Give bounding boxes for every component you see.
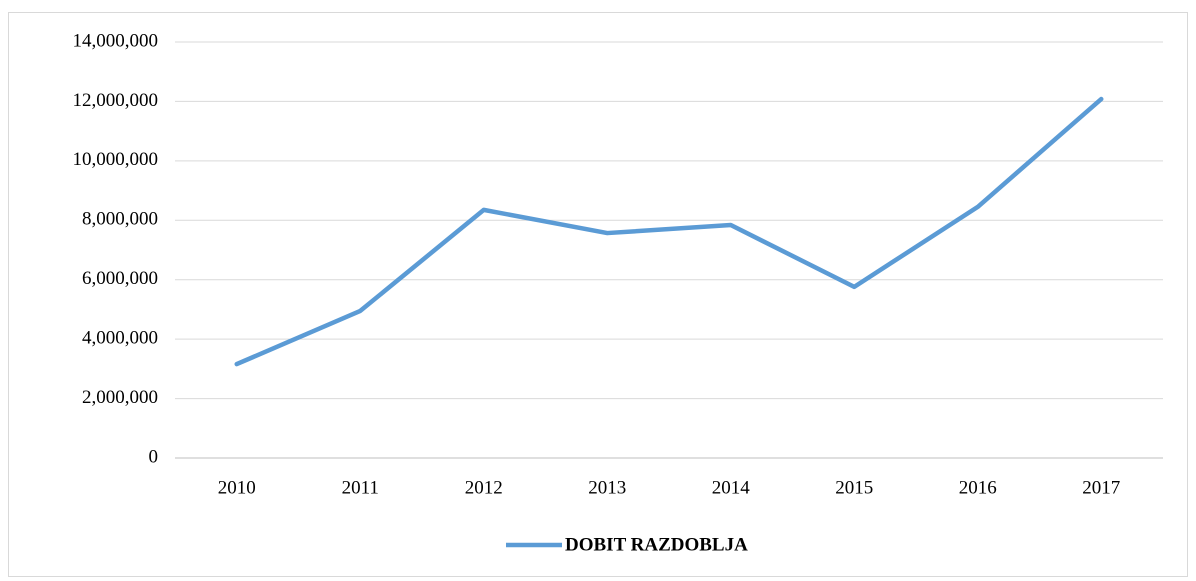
x-tick-label: 2012	[465, 477, 503, 498]
x-tick-label: 2015	[835, 477, 873, 498]
y-tick-label: 8,000,000	[82, 209, 158, 230]
y-tick-label: 0	[149, 446, 159, 467]
data-line	[234, 96, 1104, 367]
y-tick-label: 4,000,000	[82, 328, 158, 349]
y-tick-label: 10,000,000	[73, 149, 159, 170]
y-tick-label: 14,000,000	[73, 30, 159, 51]
legend-label: DOBIT RAZDOBLJA	[565, 534, 748, 555]
chart-border	[8, 12, 1188, 577]
x-tick-label: 2014	[712, 477, 751, 498]
x-tick-label: 2010	[218, 477, 256, 498]
x-tick-label: 2011	[342, 477, 379, 498]
y-tick-label: 12,000,000	[73, 90, 159, 111]
y-tick-label: 2,000,000	[82, 387, 158, 408]
x-tick-label: 2013	[588, 477, 626, 498]
x-tick-label: 2017	[1082, 477, 1120, 498]
y-tick-label: 6,000,000	[82, 268, 158, 289]
x-tick-label: 2016	[959, 477, 997, 498]
